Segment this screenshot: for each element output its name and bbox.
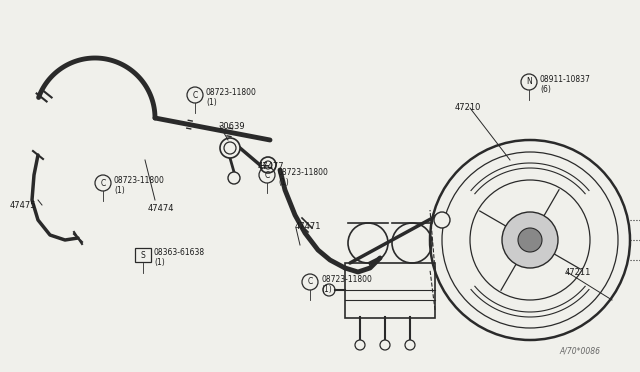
Text: 47210: 47210 — [455, 103, 481, 112]
Text: 47471: 47471 — [295, 222, 321, 231]
Text: 08723-11800
(1): 08723-11800 (1) — [206, 88, 257, 108]
Text: N: N — [526, 77, 532, 87]
Text: 47474: 47474 — [148, 204, 175, 213]
Text: 08363-61638
(1): 08363-61638 (1) — [154, 248, 205, 267]
Text: C: C — [307, 278, 312, 286]
Text: C: C — [193, 90, 198, 99]
Circle shape — [220, 138, 240, 158]
Circle shape — [502, 212, 558, 268]
Text: S: S — [141, 250, 145, 260]
Text: 47477: 47477 — [258, 162, 285, 171]
Circle shape — [260, 157, 276, 173]
Text: 47475: 47475 — [10, 201, 36, 209]
Text: 08911-10837
(6): 08911-10837 (6) — [540, 75, 591, 94]
Circle shape — [228, 172, 240, 184]
Circle shape — [518, 228, 542, 252]
Circle shape — [434, 212, 450, 228]
Text: C: C — [264, 170, 269, 180]
Text: C: C — [100, 179, 106, 187]
Text: 08723-11800
(1): 08723-11800 (1) — [278, 168, 329, 187]
Bar — [135, 248, 151, 262]
Text: 08723-11800
(1): 08723-11800 (1) — [321, 275, 372, 294]
Bar — [345, 263, 435, 318]
Text: 30639: 30639 — [218, 122, 244, 131]
Text: 47211: 47211 — [565, 268, 591, 277]
Text: 08723-11800
(1): 08723-11800 (1) — [114, 176, 165, 195]
Text: A/70*0086: A/70*0086 — [559, 346, 600, 355]
